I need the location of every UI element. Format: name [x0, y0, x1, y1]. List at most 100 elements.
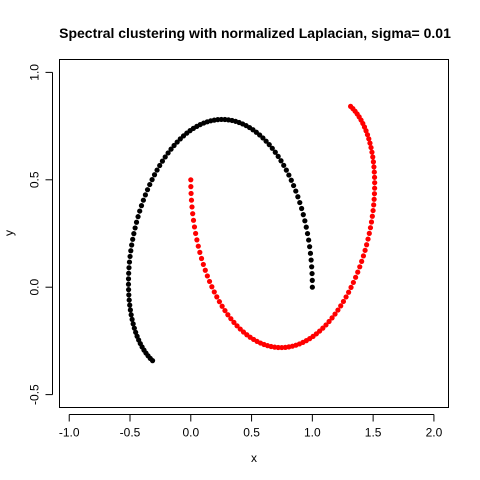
data-point: [369, 213, 375, 219]
data-point: [142, 192, 148, 198]
data-point: [132, 225, 138, 231]
data-point: [162, 154, 168, 160]
data-point: [168, 146, 174, 152]
data-point: [165, 150, 171, 156]
data-point: [128, 312, 134, 318]
data-point: [288, 177, 294, 183]
data-point: [128, 248, 134, 254]
data-point: [371, 196, 377, 202]
data-point: [137, 208, 143, 214]
data-point: [370, 207, 376, 214]
data-point: [195, 243, 201, 249]
y-tick-label: -0.5: [28, 384, 42, 405]
data-point: [367, 225, 374, 231]
data-point: [127, 307, 133, 313]
data-point: [306, 237, 312, 243]
data-point: [309, 264, 315, 270]
data-point: [188, 177, 194, 183]
data-point: [126, 270, 132, 276]
data-point: [370, 154, 376, 160]
plot-frame: [59, 59, 449, 408]
data-point: [346, 289, 352, 295]
data-point: [360, 253, 367, 259]
data-point: [149, 358, 156, 364]
data-point: [231, 319, 237, 325]
data-point: [372, 180, 378, 186]
data-point: [304, 230, 311, 237]
data-point: [219, 303, 225, 309]
data-point: [191, 224, 198, 230]
data-point: [225, 312, 231, 318]
y-tick-label: 1.0: [28, 64, 42, 81]
y-axis: -0.5 0.0 0.5 1.0: [28, 64, 53, 405]
data-point: [127, 253, 133, 260]
data-point: [125, 287, 132, 293]
data-point: [131, 231, 137, 237]
data-point: [323, 322, 329, 328]
x-tick-label: 1.0: [304, 426, 321, 440]
data-point: [302, 218, 308, 224]
data-point: [293, 188, 299, 194]
data-point: [228, 316, 234, 322]
data-point: [188, 197, 195, 203]
data-point: [368, 144, 374, 151]
data-point: [309, 270, 315, 277]
data-point: [367, 140, 373, 146]
x-tick-label: 0.0: [182, 426, 199, 440]
data-point: [133, 219, 140, 225]
data-point: [127, 302, 133, 308]
data-point: [295, 194, 301, 200]
data-point: [147, 181, 153, 188]
data-point: [359, 258, 365, 264]
x-tick-label: -0.5: [120, 426, 141, 440]
data-point: [320, 325, 326, 331]
data-point: [348, 284, 354, 290]
data-point: [371, 202, 377, 208]
data-point: [332, 311, 338, 317]
data-point: [202, 267, 208, 273]
x-tick-label: -1.0: [59, 426, 80, 440]
y-axis-label: y: [2, 230, 16, 236]
data-point: [140, 197, 146, 203]
data-point: [283, 167, 289, 173]
data-point: [297, 199, 303, 206]
data-point: [125, 276, 132, 282]
cluster-2-points: [188, 103, 378, 351]
data-point: [371, 174, 378, 180]
data-point: [303, 224, 309, 230]
data-point: [131, 325, 137, 331]
data-point: [269, 145, 275, 151]
data-point: [204, 273, 210, 279]
data-point: [362, 247, 368, 253]
data-point: [366, 230, 372, 236]
cluster-1-points: [125, 116, 315, 364]
data-point: [335, 307, 341, 313]
data-point: [193, 230, 199, 237]
data-point: [364, 242, 370, 248]
data-point: [188, 190, 194, 197]
data-point: [177, 136, 183, 142]
data-point: [299, 205, 305, 212]
data-point: [272, 149, 278, 155]
data-point: [200, 261, 206, 268]
data-point: [190, 211, 196, 217]
x-axis-label: x: [251, 451, 257, 465]
x-axis: -1.0 -0.5 0.0 0.5 1.0 1.5 2.0: [59, 414, 443, 440]
data-point: [326, 318, 332, 325]
data-point: [343, 294, 349, 300]
data-point: [216, 299, 223, 305]
x-tick-label: 1.5: [365, 426, 382, 440]
data-point: [222, 307, 228, 314]
data-point: [308, 257, 314, 263]
data-point: [309, 277, 315, 283]
x-tick-label: 2.0: [426, 426, 443, 440]
data-point: [149, 177, 155, 183]
data-point: [138, 203, 145, 209]
data-point: [135, 214, 141, 220]
data-point: [307, 250, 314, 256]
data-point: [125, 281, 132, 287]
data-point: [159, 158, 166, 164]
data-point: [329, 315, 335, 321]
data-point: [157, 162, 163, 169]
